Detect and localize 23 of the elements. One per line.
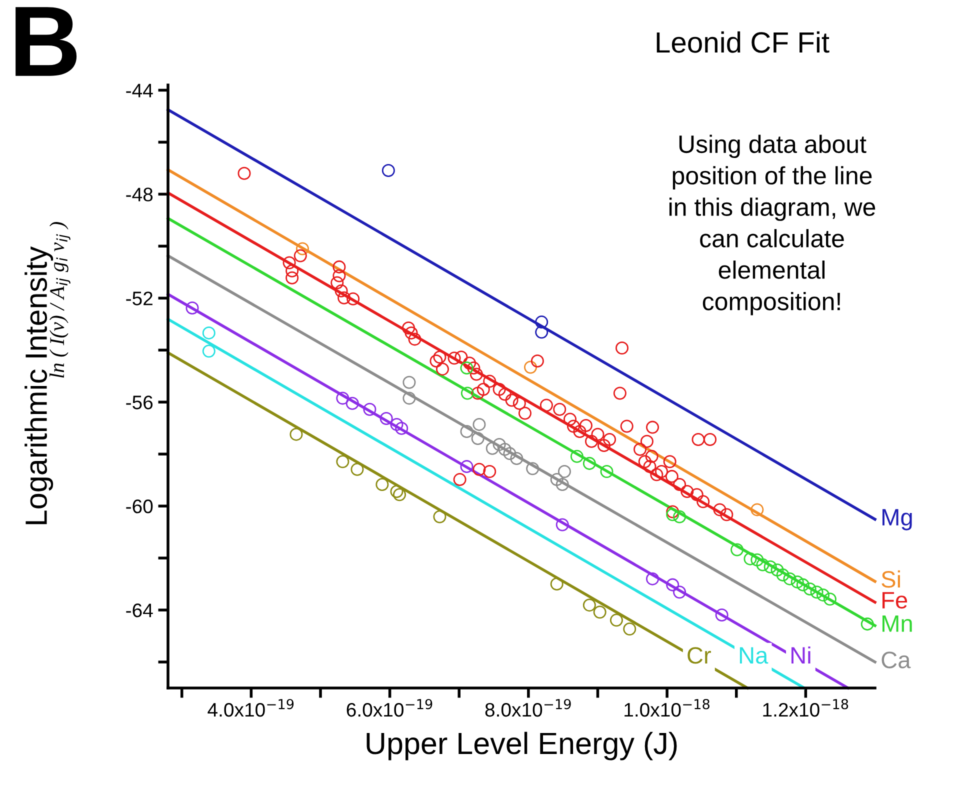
series-label: Si	[882, 570, 900, 588]
chart-title: Leonid CF Fit	[656, 31, 830, 53]
y-tick-label: -48	[126, 188, 153, 202]
text: B	[16, 7, 77, 76]
series-label: Ca	[882, 652, 911, 668]
y-tick-label: -52	[126, 292, 152, 306]
series-label: Cr	[688, 647, 711, 664]
annotation: Using data about position of the line in this diagram, we can calculate elemental composition!	[669, 134, 876, 316]
series-label: Fe	[882, 592, 908, 609]
x-tick-label: 6.0x10$^{−19}$	[346, 698, 432, 717]
y-tick-label: -60	[126, 500, 153, 514]
series-label: Ni	[791, 646, 810, 664]
x-tick-label: 1.0x10$^{−18}$	[624, 698, 710, 717]
y-tick-label: -64	[126, 603, 153, 618]
series-label: Mn	[882, 615, 912, 632]
x-tick-label: 8.0x10$^{−19}$	[485, 698, 571, 717]
series-label: Mg	[882, 509, 912, 530]
x-tick-label: 1.2x10$^{−18}$	[763, 698, 848, 717]
y-tick-label: -56	[126, 396, 153, 410]
series-label: Na	[740, 647, 768, 664]
y-tick-label: -44	[126, 84, 153, 98]
x-axis-title: Upper Level Energy (J)	[366, 732, 677, 760]
x-tick-label: 4.0x10$^{−19}$	[208, 698, 294, 717]
